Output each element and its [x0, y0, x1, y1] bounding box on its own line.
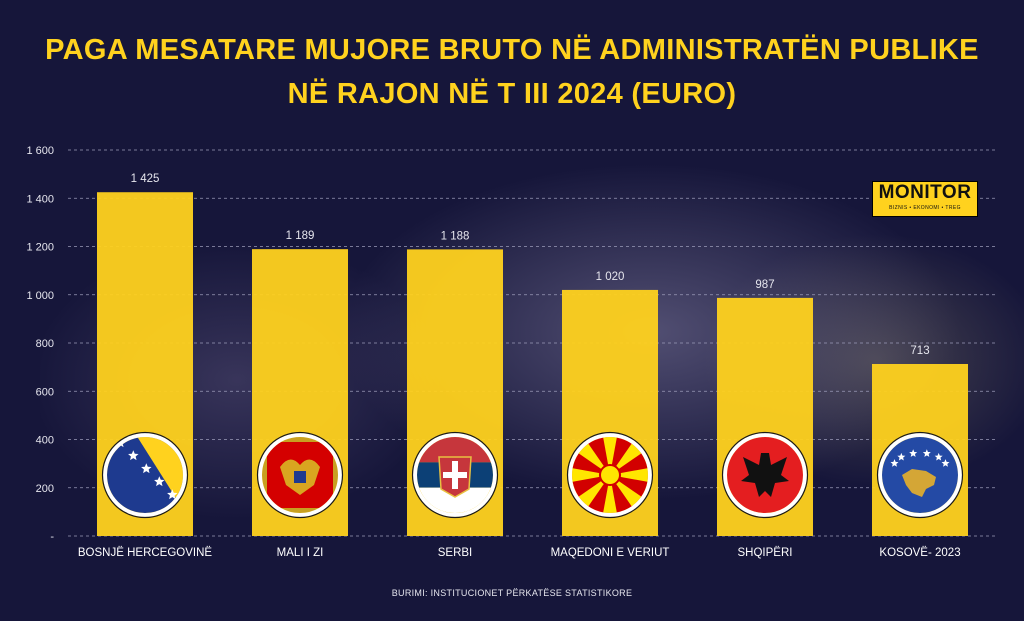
y-tick-label: - [50, 531, 54, 543]
data-label: 1 189 [286, 230, 315, 242]
y-tick-label: 200 [36, 483, 54, 495]
north-macedonia-flag-icon [566, 431, 654, 519]
bosnia-flag-icon [101, 431, 189, 519]
category-label: SERBI [438, 547, 473, 559]
category-label: MALI I ZI [277, 547, 324, 559]
data-label: 987 [755, 279, 774, 291]
data-labels: 1 425 1 189 1 188 1 020 987 713 [131, 173, 930, 357]
kosovo-flag-icon [876, 431, 964, 519]
y-tick-label: 1 200 [26, 242, 54, 254]
y-tick-label: 1 400 [26, 193, 54, 205]
logo-word: MONITOR [878, 182, 972, 203]
albania-flag-icon [721, 431, 809, 519]
title-line-1: PAGA MESATARE MUJORE BRUTO NË ADMINISTRA… [45, 34, 979, 66]
y-axis: - 200 400 600 800 1 000 1 200 1 400 1 600 [26, 145, 54, 543]
bars [97, 192, 968, 536]
flags [101, 431, 964, 519]
grid-lines [68, 149, 995, 537]
data-label: 1 425 [131, 173, 160, 185]
category-label: SHQIPËRI [738, 547, 793, 559]
y-tick-label: 1 600 [26, 145, 54, 157]
data-label: 713 [910, 345, 929, 357]
category-label: BOSNJË HERCEGOVINË [78, 547, 213, 559]
monitor-logo: MONITOR BIZNIS • EKONOMI • TREG [872, 181, 978, 217]
data-label: 1 188 [441, 230, 470, 242]
category-label: KOSOVË- 2023 [879, 547, 960, 559]
source-note: BURIMI: INSTITUCIONET PËRKATËSE STATISTI… [391, 588, 633, 598]
y-tick-label: 800 [36, 338, 54, 350]
y-tick-label: 600 [36, 386, 54, 398]
logo-tagline: BIZNIS • EKONOMI • TREG [889, 205, 961, 211]
category-label: MAQEDONI E VERIUT [551, 547, 670, 559]
y-tick-label: 1 000 [26, 290, 54, 302]
montenegro-flag-icon [256, 431, 344, 519]
title-line-2: NË RAJON NË T III 2024 (EURO) [287, 78, 737, 110]
chart-title: PAGA MESATARE MUJORE BRUTO NË ADMINISTRA… [0, 28, 1024, 116]
data-label: 1 020 [596, 271, 625, 283]
serbia-flag-icon [411, 431, 499, 519]
y-tick-label: 400 [36, 435, 54, 447]
x-axis: BOSNJË HERCEGOVINË MALI I ZI SERBI MAQEDONI… [78, 547, 961, 559]
